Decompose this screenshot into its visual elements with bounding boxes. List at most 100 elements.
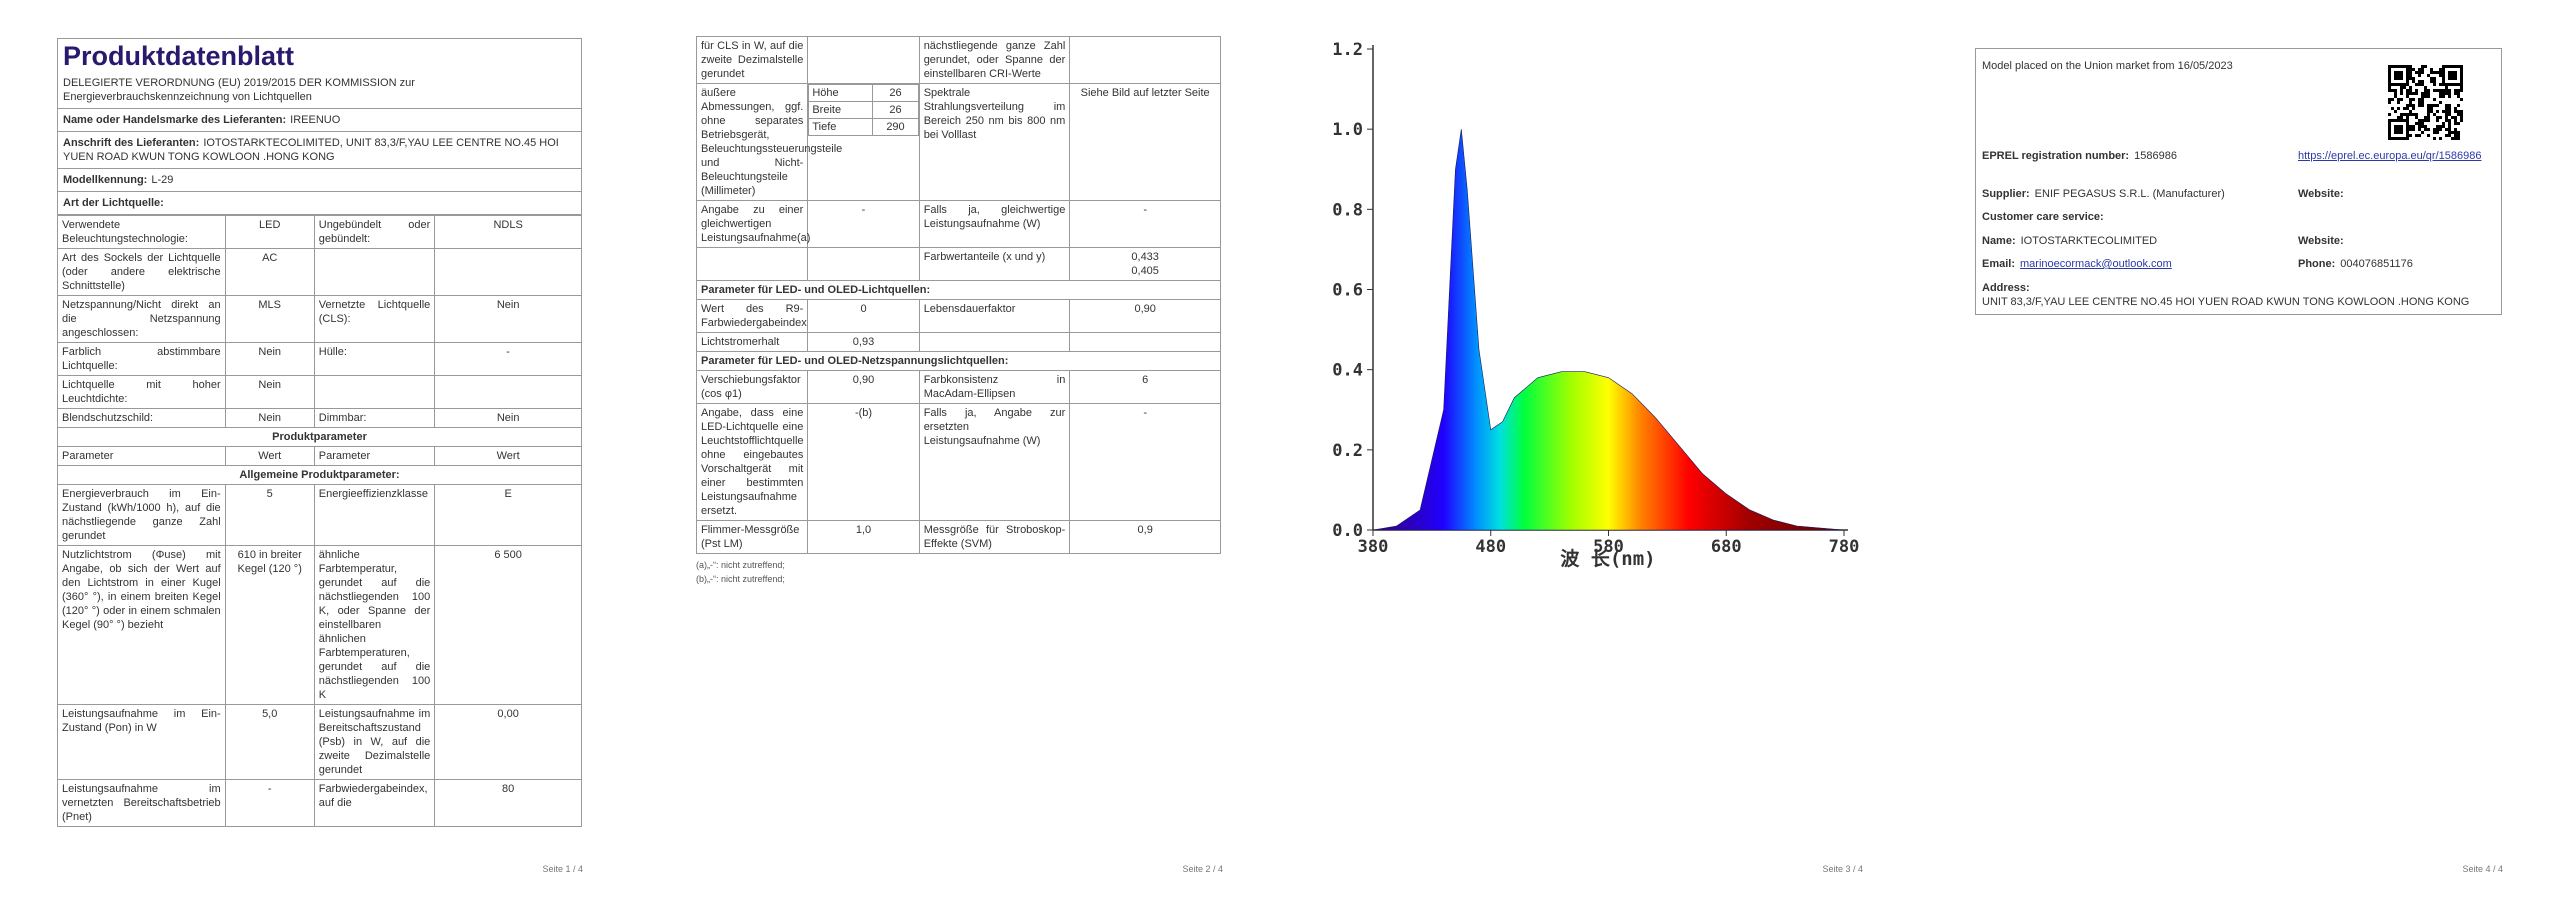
qr-module	[2409, 98, 2412, 101]
notes: (a)„-“: nicht zutreffend; (b)„-“: nicht z…	[696, 558, 1221, 586]
table-row: Flimmer-Messgröße (Pst LM) 1,0 Messgröße f…	[696, 520, 1221, 554]
y-tick-label: 0.4	[1332, 361, 1363, 381]
table-cell: Nein	[224, 375, 315, 409]
qr-module	[2436, 128, 2439, 131]
table-row: Leistungsaufnahme im vernetzten Bereitsc…	[57, 779, 582, 827]
note: (b)„-“: nicht zutreffend;	[696, 574, 785, 584]
table: für CLS in W, auf die zweite Dezimalstel…	[696, 36, 1221, 554]
table-cell: 0,90	[1069, 299, 1221, 333]
qr-module	[2421, 125, 2424, 128]
table-cell: Parameter	[313, 446, 436, 466]
footer: Seite 3 / 4	[1822, 864, 1863, 874]
qr-module	[2436, 116, 2439, 119]
qr-module	[2439, 92, 2442, 95]
qr-module	[2448, 119, 2451, 122]
qr-module	[2436, 104, 2439, 107]
table-cell: Hülle:	[313, 342, 436, 376]
qr-module	[2433, 98, 2436, 101]
table-cell: 5,0	[224, 704, 315, 780]
qr-module	[2421, 119, 2424, 122]
dimension-label: Breite	[808, 101, 874, 119]
table-cell: 1,0	[807, 520, 920, 554]
qr-module	[2457, 131, 2460, 134]
table-cell: Leistungsaufnahme im Bereitschaftszustan…	[313, 704, 436, 780]
table-cell: Wert des R9-Farbwiedergabeindex	[696, 299, 809, 333]
info-label: Anschrift des Lieferanten:	[63, 137, 200, 149]
qr-module	[2448, 113, 2451, 116]
title: Produktdatenblatt	[63, 41, 295, 71]
eprel-link[interactable]: https://eprel.ec.europa.eu/qr/1586986	[2298, 150, 2482, 162]
table-cell: Verschiebungsfaktor (cos φ1)	[696, 370, 809, 404]
table-cell: Parameter	[57, 446, 226, 466]
qr-module	[2442, 122, 2445, 125]
section-header: Parameter für LED- und OLED-Netzspannung…	[696, 351, 1221, 371]
x-axis-label: 波 长(nm)	[1560, 547, 1655, 570]
table-cell: Wert	[434, 446, 582, 466]
qr-module	[2454, 134, 2457, 137]
qr-module	[2433, 89, 2436, 92]
qr-module	[2409, 110, 2412, 113]
section: Art der Lichtquelle:	[57, 192, 582, 215]
footer: Seite 1 / 4	[542, 864, 583, 874]
qr-module	[2439, 89, 2442, 92]
qr-module	[2454, 107, 2457, 110]
qr-module	[2445, 119, 2448, 122]
qr-module	[2412, 125, 2415, 128]
qr-module	[2415, 134, 2418, 137]
qr-module	[2406, 113, 2409, 116]
qr-module	[2430, 68, 2433, 71]
table-cell: 0,00	[434, 704, 582, 780]
field-label: Name:	[1982, 235, 2016, 247]
field: Supplier: ENIF PEGASUS S.R.L. (Manufactur…	[1982, 187, 2225, 201]
qr-module	[2454, 128, 2457, 131]
table-cell: Lebensdauerfaktor	[918, 299, 1071, 333]
qr-module	[2421, 95, 2424, 98]
qr-module	[2424, 119, 2427, 122]
page: für CLS in W, auf die zweite Dezimalstel…	[640, 0, 1280, 905]
table-cell: 0	[807, 299, 920, 333]
qr-module	[2388, 98, 2391, 101]
y-tick-label: 0.8	[1332, 200, 1363, 220]
qr-module	[2433, 80, 2436, 83]
qr-module	[2427, 134, 2430, 137]
qr-module	[2406, 107, 2409, 110]
qr-module	[2424, 65, 2427, 68]
table-cell: Nutzlichtstrom (Φuse) mit Angabe, ob sic…	[57, 545, 226, 705]
info-value: IREENUO	[290, 114, 341, 126]
qr-module	[2439, 95, 2442, 98]
qr-module	[2445, 134, 2448, 137]
table-cell: Flimmer-Messgröße (Pst LM)	[696, 520, 809, 554]
qr-module	[2448, 110, 2451, 113]
qr-module	[2448, 125, 2451, 128]
table-cell: 6 500	[434, 545, 582, 705]
info-value: L-29	[151, 174, 174, 186]
qr-module	[2418, 83, 2421, 86]
table-cell: Höhe 26 Breite 26 Tiefe 290	[807, 83, 920, 201]
qr-module	[2394, 71, 2403, 80]
qr-module	[2448, 134, 2451, 137]
table-cell: Vernetzte Lichtquelle (CLS):	[313, 295, 436, 343]
info-row: Anschrift des Lieferanten: IOTOSTARKTECOL…	[57, 132, 582, 169]
qr-module	[2448, 89, 2451, 92]
qr-module	[2445, 107, 2448, 110]
qr-module	[2421, 80, 2424, 83]
qr-module	[2433, 77, 2436, 80]
qr-module	[2394, 110, 2397, 113]
qr-module	[2454, 137, 2457, 140]
field-value: UNIT 83,3/F,YAU LEE CENTRE NO.45 HOI YUE…	[1982, 296, 2470, 308]
qr-module	[2457, 92, 2460, 95]
qr-module	[2448, 128, 2451, 131]
qr-module	[2394, 125, 2403, 134]
email-link[interactable]: marinoecormack@outlook.com	[2020, 258, 2172, 270]
field-value: IOTOSTARKTECOLIMITED	[2020, 235, 2158, 247]
table-cell: 0,90	[807, 370, 920, 404]
qr-module	[2421, 83, 2424, 86]
qr-module	[2445, 89, 2448, 92]
chart: 波 长(nm) 0.0 0.2 0.4 0.6 0.8 1.0 1.2 380 480 580 68…	[1332, 40, 1859, 570]
qr-module	[2457, 104, 2460, 107]
table-cell: Netzspannung/Nicht direkt an die Netzspa…	[57, 295, 226, 343]
qr-module	[2415, 122, 2418, 125]
qr-module	[2400, 89, 2403, 92]
table-row: Lichtquelle mit hoher Leuchtdichte: Nein	[57, 375, 582, 409]
